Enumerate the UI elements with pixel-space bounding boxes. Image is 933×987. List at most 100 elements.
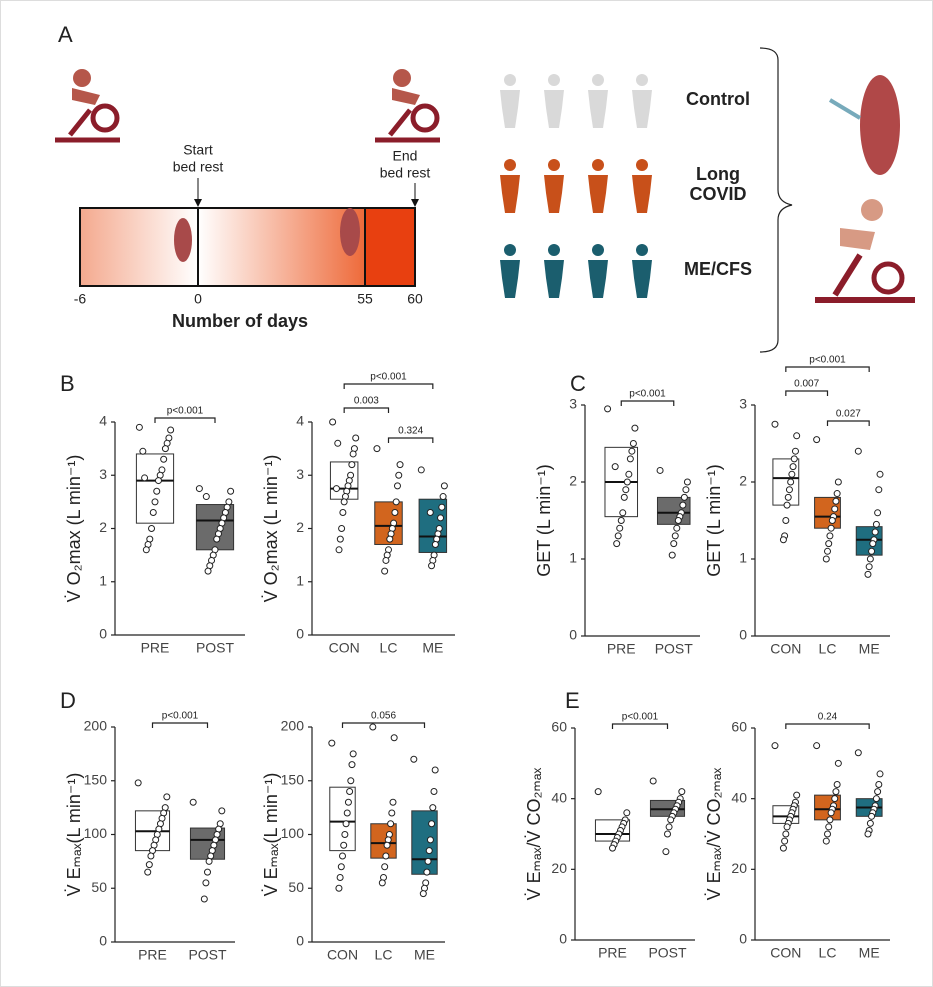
- x-tick-label: ME: [859, 945, 880, 961]
- data-point: [381, 567, 389, 575]
- data-point: [440, 482, 448, 490]
- person-icon: [588, 90, 608, 128]
- data-point: [784, 493, 792, 501]
- y-tick-label: 40: [731, 789, 747, 805]
- cyclist-icon: [55, 69, 120, 143]
- y-tick-label: 0: [296, 626, 304, 642]
- axis-title: Number of days: [172, 311, 308, 331]
- data-point: [616, 524, 624, 532]
- data-point: [674, 517, 682, 524]
- data-point: [335, 546, 343, 554]
- x-tick-label: CON: [327, 947, 358, 963]
- person-icon: [544, 90, 564, 128]
- y-tick-label: 2: [296, 519, 304, 535]
- data-point: [868, 812, 876, 820]
- person-icon: [504, 244, 516, 256]
- data-point: [789, 463, 797, 471]
- y-axis-label: V̇ O₂max (L min⁻¹): [64, 455, 84, 603]
- data-point: [869, 540, 877, 548]
- y-tick-label: 2: [739, 473, 747, 489]
- data-point: [834, 478, 842, 486]
- data-point: [389, 798, 397, 806]
- data-point: [335, 884, 343, 892]
- person-icon: [588, 260, 608, 298]
- data-point: [866, 555, 874, 563]
- person-icon: [592, 74, 604, 86]
- person-icon: [636, 244, 648, 256]
- data-point: [679, 501, 687, 509]
- y-tick-label: 150: [84, 771, 108, 787]
- significance-label: p<0.001: [629, 389, 666, 400]
- data-point: [352, 434, 360, 442]
- data-point: [611, 463, 619, 471]
- data-point: [383, 841, 391, 849]
- data-point: [822, 555, 830, 563]
- significance-bracket: [611, 723, 669, 729]
- needle-icon: [828, 98, 862, 120]
- data-point: [329, 418, 337, 426]
- data-point: [824, 830, 831, 838]
- x-tick-label: PRE: [138, 947, 167, 963]
- person-icon: [500, 175, 520, 213]
- data-point: [218, 807, 226, 815]
- timeline-frame: [79, 207, 416, 287]
- significance-label: 0.007: [794, 379, 819, 390]
- data-point: [346, 788, 354, 795]
- data-point: [834, 759, 842, 767]
- data-point: [148, 525, 156, 532]
- muscle-icon: [174, 218, 192, 262]
- data-point: [149, 509, 157, 517]
- data-point: [872, 795, 880, 803]
- significance-bracket: [785, 366, 870, 372]
- data-point: [341, 831, 349, 838]
- group-label: Long: [696, 164, 740, 184]
- significance-label: p<0.001: [809, 355, 846, 366]
- significance-bracket: [785, 390, 829, 396]
- x-tick-label: POST: [188, 947, 227, 963]
- data-point: [189, 798, 197, 806]
- day-tick: 55: [357, 291, 373, 307]
- data-point: [213, 535, 221, 543]
- data-point: [161, 445, 169, 453]
- y-axis-label: V̇ Eₘₐₓ/V̇ CO₂ₘₐₓ: [524, 768, 544, 901]
- data-point: [200, 895, 208, 903]
- data-point: [426, 836, 434, 844]
- data-point: [373, 445, 381, 453]
- data-point: [154, 477, 162, 485]
- data-point: [195, 485, 203, 493]
- data-point: [134, 779, 142, 787]
- y-tick-label: 1: [739, 550, 747, 566]
- data-point: [594, 788, 602, 796]
- data-point: [832, 497, 840, 505]
- data-point: [392, 498, 400, 506]
- data-point: [425, 847, 433, 855]
- data-point: [793, 791, 801, 799]
- y-axis-label: V̇ O₂max (L min⁻¹): [261, 455, 281, 603]
- data-point: [874, 788, 882, 796]
- data-point: [614, 532, 622, 540]
- data-point: [656, 466, 664, 474]
- data-point: [348, 461, 356, 469]
- data-point: [227, 487, 235, 495]
- x-tick-label: CON: [770, 641, 801, 657]
- y-tick-label: 50: [91, 879, 107, 895]
- data-point: [668, 551, 676, 559]
- person-icon: [548, 74, 560, 86]
- y-tick-label: 200: [84, 718, 108, 734]
- person-icon: [548, 244, 560, 256]
- data-point: [682, 486, 690, 494]
- data-point: [667, 816, 675, 824]
- data-point: [617, 517, 625, 524]
- panel-label: C: [570, 371, 586, 396]
- data-point: [623, 809, 631, 817]
- significance-label: p<0.001: [162, 711, 199, 722]
- data-point: [340, 498, 348, 506]
- data-point: [619, 509, 627, 517]
- data-point: [145, 861, 153, 869]
- data-point: [771, 420, 779, 428]
- data-point: [631, 424, 639, 432]
- y-tick-label: 2: [569, 473, 577, 489]
- data-point: [348, 761, 356, 769]
- data-point: [874, 509, 882, 517]
- person-icon: [504, 159, 516, 171]
